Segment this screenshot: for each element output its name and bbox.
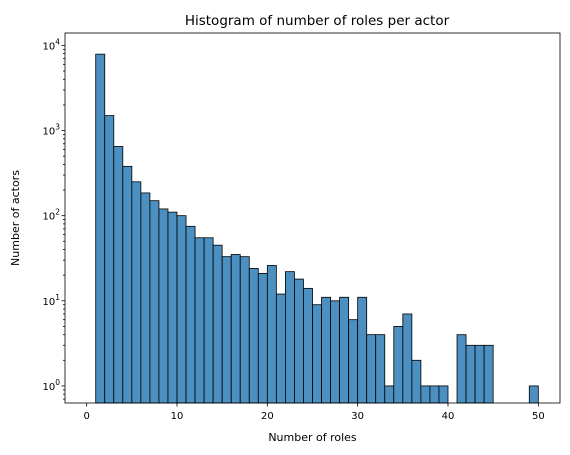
x-tick-label: 0 [83,411,89,422]
histogram-bar [285,271,295,404]
histogram-bar [140,192,151,404]
y-tick-label: 104 [42,37,60,52]
x-tick-label: 10 [171,411,184,422]
histogram-bar [465,344,476,404]
histogram-bar [294,278,304,404]
histogram-bar [122,165,133,404]
histogram-bar [95,53,106,404]
histogram-bar [167,211,178,404]
histogram-bar [303,287,313,404]
histogram-bar [149,200,160,404]
histogram-bar [194,237,205,404]
plot-frame [64,32,561,404]
x-tick-label: 30 [351,411,364,422]
histogram-bar [248,268,259,404]
histogram-bar [104,115,115,404]
histogram-bar [185,225,196,404]
histogram-bar [176,215,187,404]
x-tick-label: 50 [532,411,545,422]
histogram-bar [366,334,377,404]
histogram-bar [375,334,386,404]
y-tick-label: 103 [42,123,60,138]
histogram-bar [266,265,277,404]
histogram-bar [212,244,223,404]
histogram-bar [402,313,413,404]
y-axis-label: Number of actors [9,170,22,266]
y-tick-label: 102 [42,208,60,223]
x-tick-label: 40 [442,411,455,422]
histogram-bar [348,319,359,404]
histogram-bar [257,272,268,404]
histogram-bar [411,359,422,404]
y-tick-label: 100 [42,378,60,393]
histogram-bar [393,326,404,404]
histogram-bar [321,296,331,404]
histogram-bar [275,293,286,404]
histogram-bar [312,304,322,404]
histogram-bar [113,146,124,404]
histogram-bar [528,385,539,404]
x-axis-label: Number of roles [268,431,357,444]
y-tick-label: 101 [42,293,60,308]
x-tick-label: 20 [261,411,274,422]
histogram-bar [438,385,449,404]
histogram-bar [158,208,169,404]
histogram-bar [339,296,350,404]
histogram-bar [239,256,250,404]
histogram-bar [429,385,440,404]
histogram-bar [357,296,368,404]
y-axis-ticks: 100 101 102 103 104 [42,37,65,400]
histogram-bar [474,344,485,404]
histogram-bar [384,385,395,404]
bars-group [95,53,539,404]
histogram-bar [221,256,232,404]
histogram-bar [203,237,214,404]
histogram-bar [330,300,340,404]
histogram-bar [230,254,241,404]
histogram-bar [483,344,494,404]
histogram-bar [420,385,431,404]
x-axis-ticks: 0 10 20 30 40 50 [83,403,545,422]
histogram-bar [131,181,142,404]
histogram-bar [456,334,467,404]
chart-title: Histogram of number of roles per actor [185,13,450,29]
